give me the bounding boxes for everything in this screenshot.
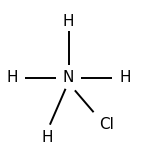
Text: H: H	[119, 70, 131, 85]
Text: H: H	[63, 14, 74, 29]
Text: H: H	[41, 130, 53, 145]
Text: Cl: Cl	[99, 117, 114, 132]
Text: N: N	[63, 70, 74, 85]
Text: H: H	[7, 70, 18, 85]
